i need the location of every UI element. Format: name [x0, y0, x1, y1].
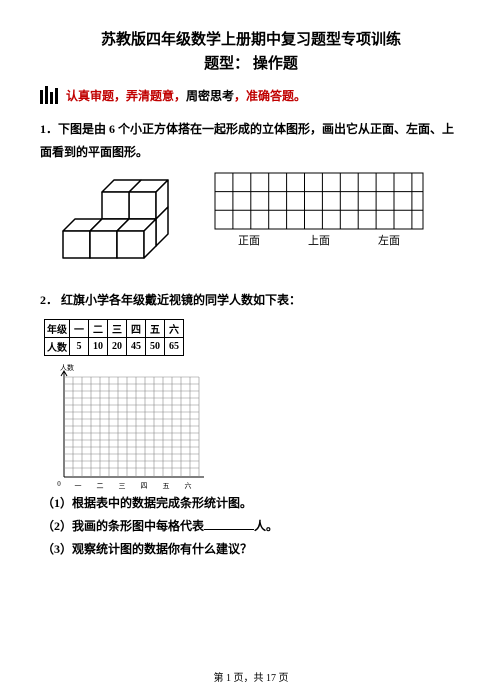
- view-labels: 正面 上面 左面: [214, 232, 424, 248]
- question-2: 2． 红旗小学各年级戴近视镜的同学人数如下表：: [40, 289, 462, 312]
- tip-text: 认真审题，弄清题意，周密思考，准确答题。: [66, 87, 306, 104]
- svg-text:二: 二: [97, 482, 104, 490]
- label-left: 左面: [354, 232, 424, 248]
- svg-text:六: 六: [185, 481, 192, 490]
- answer-grid: [214, 172, 424, 230]
- page-title-2: 题型： 操作题: [40, 52, 462, 76]
- data-table: 年级 一 二 三 四 五 六 人数 5 10 20 45 50 65: [44, 319, 184, 356]
- figure-row-1: 正面 上面 左面: [46, 172, 462, 267]
- td: 50: [146, 338, 165, 356]
- answer-grid-wrap: 正面 上面 左面: [214, 172, 424, 248]
- th: 三: [108, 320, 127, 338]
- label-top: 上面: [284, 232, 354, 248]
- td: 5: [70, 338, 89, 356]
- svg-text:一: 一: [75, 482, 82, 490]
- th: 年级: [45, 320, 70, 338]
- sub-q3: （3）观察统计图的数据你有什么建议？: [42, 538, 462, 561]
- tip-a: 认真审题，弄清题意，: [66, 89, 186, 103]
- td: 10: [89, 338, 108, 356]
- td: 45: [127, 338, 146, 356]
- bar-chart-grid: 人数 0 一 二 三 四 五 六: [44, 362, 214, 492]
- page-footer: 第 1 页，共 17 页: [0, 669, 502, 684]
- cubes-figure: [46, 172, 196, 267]
- svg-text:五: 五: [163, 482, 170, 490]
- table-row: 年级 一 二 三 四 五 六: [45, 320, 184, 338]
- td: 20: [108, 338, 127, 356]
- blank-field[interactable]: [204, 517, 254, 530]
- sub-q2: （2）我画的条形图中每格代表 人。: [42, 515, 462, 538]
- tip-c: ，准确答题。: [234, 89, 306, 103]
- th: 六: [165, 320, 184, 338]
- page-title-1: 苏教版四年级数学上册期中复习题型专项训练: [40, 28, 462, 52]
- table-row: 人数 5 10 20 45 50 65: [45, 338, 184, 356]
- tip-row: 认真审题，弄清题意，周密思考，准确答题。: [40, 86, 462, 104]
- sub2b: 人。: [254, 519, 278, 533]
- sub2a: （2）我画的条形图中每格代表: [42, 519, 204, 533]
- sub-q1: （1）根据表中的数据完成条形统计图。: [42, 492, 462, 515]
- th: 四: [127, 320, 146, 338]
- x-ticks: 0 一 二 三 四 五 六: [57, 480, 191, 490]
- th: 五: [146, 320, 165, 338]
- ylabel: 人数: [60, 363, 74, 372]
- books-icon: [40, 86, 60, 104]
- td: 65: [165, 338, 184, 356]
- th: 一: [70, 320, 89, 338]
- svg-text:四: 四: [141, 482, 148, 490]
- td: 人数: [45, 338, 70, 356]
- tip-b: 周密思考: [186, 89, 234, 103]
- label-front: 正面: [214, 232, 284, 248]
- th: 二: [89, 320, 108, 338]
- svg-text:0: 0: [57, 480, 61, 488]
- svg-text:三: 三: [119, 482, 126, 490]
- question-1: 1．下图是由 6 个小正方体搭在一起形成的立体图形，画出它从正面、左面、上面看到…: [40, 118, 462, 164]
